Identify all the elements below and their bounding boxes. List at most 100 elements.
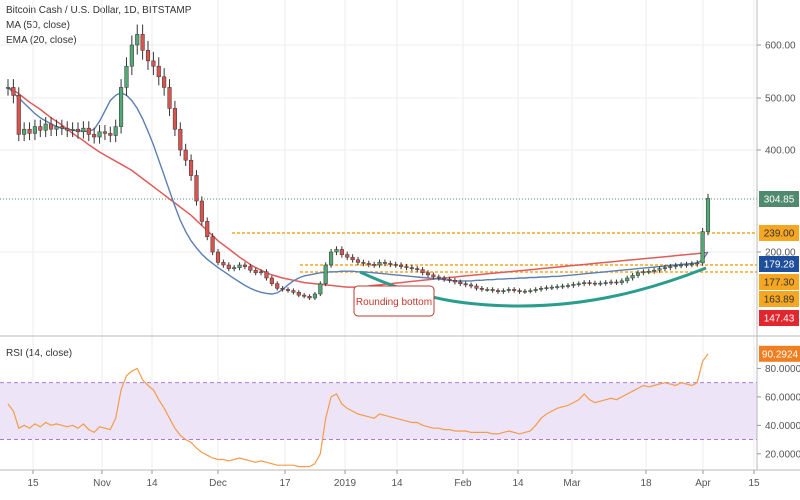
candle-body xyxy=(264,271,269,279)
candle-body xyxy=(506,289,511,291)
candle-body xyxy=(399,264,404,267)
time-tick-label: 17 xyxy=(279,478,291,489)
price-level-label: 177.30 xyxy=(764,278,795,289)
time-tick-label: 14 xyxy=(512,478,524,489)
candle-body xyxy=(113,126,118,136)
candle-body xyxy=(431,274,436,278)
price-level-box xyxy=(759,191,799,207)
candle-body xyxy=(614,281,619,284)
candle-body xyxy=(630,275,635,279)
rsi-tick-label: 80.0000 xyxy=(765,364,800,375)
candle-body xyxy=(248,266,253,271)
candle-body xyxy=(388,263,393,265)
candle-body xyxy=(221,262,226,266)
candle-body xyxy=(571,284,576,286)
candle-body xyxy=(560,285,565,288)
chart-title: Bitcoin Cash / U.S. Dollar, 1D, BITSTAMP xyxy=(6,5,192,16)
candle-body xyxy=(679,264,684,267)
rsi-tick-label: 20.0000 xyxy=(765,449,800,460)
rsi-band xyxy=(0,382,757,441)
candle-body xyxy=(592,282,597,285)
time-tick-label: Feb xyxy=(454,478,472,489)
candle-body xyxy=(275,283,280,289)
candle-body xyxy=(452,280,457,283)
candle-body xyxy=(425,272,431,276)
time-tick-label: 18 xyxy=(640,478,652,489)
annotation-box xyxy=(353,285,435,317)
time-tick-label: Mar xyxy=(563,478,581,489)
candle-body xyxy=(361,262,366,264)
candle-body xyxy=(619,280,624,283)
candle-body xyxy=(533,289,538,291)
price-level-label: 179.28 xyxy=(764,260,795,271)
axis-labels: 15 Nov 14 Dec 17 2019 14 Feb 14 Mar 18 Apr 15 600.00 5… xyxy=(27,41,800,489)
candle-body xyxy=(205,221,210,237)
candle-body xyxy=(49,123,54,130)
candle-body xyxy=(38,126,43,131)
candle-body xyxy=(377,262,382,266)
candle-body xyxy=(603,282,608,284)
candle-body xyxy=(329,251,334,266)
candle-body xyxy=(646,270,651,273)
candle-body xyxy=(253,269,258,274)
candle-body xyxy=(59,126,64,129)
price-tick-label: 500.00 xyxy=(765,94,796,105)
candle-body xyxy=(43,123,48,131)
candle-body xyxy=(657,268,662,271)
candle-body xyxy=(479,288,484,290)
candle-body xyxy=(339,249,344,255)
candle-body xyxy=(124,65,129,88)
candle-body xyxy=(345,254,350,258)
time-tick-label: Dec xyxy=(209,478,227,489)
rounding-bottom-annotation: Rounding bottom xyxy=(353,266,707,317)
candle-body xyxy=(237,264,242,268)
candle-body xyxy=(458,281,463,284)
candle-body xyxy=(178,128,183,151)
candle-body xyxy=(156,65,161,78)
candle-body xyxy=(662,267,667,269)
candle-body xyxy=(522,290,527,293)
candle-body xyxy=(635,272,641,276)
candle-body xyxy=(22,128,27,135)
candle-body xyxy=(442,277,447,280)
annotation-text: Rounding bottom xyxy=(356,297,432,308)
rsi-line xyxy=(7,353,709,468)
candle-body xyxy=(382,262,387,264)
candle-body xyxy=(625,277,630,282)
candle-body xyxy=(501,290,506,292)
rsi-tick-label: 60.0000 xyxy=(765,392,800,403)
candle-body xyxy=(372,264,377,266)
candle-body xyxy=(92,134,97,138)
candle-body xyxy=(565,285,571,287)
candle-body xyxy=(32,126,37,134)
candle-body xyxy=(404,266,409,268)
candle-body xyxy=(16,95,21,135)
candle-body xyxy=(97,131,102,138)
candle-body xyxy=(689,263,694,266)
time-tick-label: Nov xyxy=(93,478,111,489)
candle-body xyxy=(700,231,705,264)
candle-body xyxy=(485,289,490,291)
candle-body xyxy=(495,290,501,292)
candle-body xyxy=(668,266,673,268)
candle-body xyxy=(555,286,560,288)
rsi-line-path xyxy=(7,353,709,468)
candle-body xyxy=(517,290,522,292)
price-tick-label: 200.00 xyxy=(765,248,796,259)
candle-body xyxy=(65,127,70,131)
candle-body xyxy=(512,289,517,291)
price-level-box xyxy=(759,256,799,272)
candle-body xyxy=(312,293,317,299)
price-level-label: 163.89 xyxy=(764,295,795,306)
candle-body xyxy=(528,290,533,292)
candle-body xyxy=(302,294,307,297)
candle-body xyxy=(269,277,274,284)
rsi-tick-label: 40.0000 xyxy=(765,421,800,432)
price-tick-label: 400.00 xyxy=(765,146,796,157)
candle-body xyxy=(474,285,479,289)
candle-body xyxy=(705,198,711,232)
candle-body xyxy=(695,262,700,265)
candle-body xyxy=(582,282,587,284)
price-tick-label: 600.00 xyxy=(765,41,796,52)
